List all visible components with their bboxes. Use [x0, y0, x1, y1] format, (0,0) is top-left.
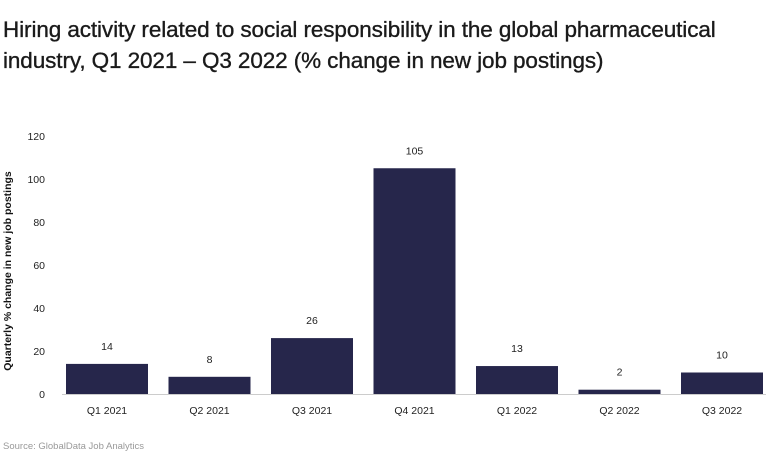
- bar: [578, 389, 661, 394]
- y-tick-label: 20: [33, 346, 45, 358]
- x-tick-label: Q4 2021: [394, 405, 434, 417]
- bar: [681, 372, 763, 394]
- data-label: 26: [306, 315, 318, 327]
- data-label: 8: [207, 354, 213, 366]
- y-tick-label: 60: [33, 260, 45, 272]
- x-tick-label: Q1 2021: [87, 405, 127, 417]
- y-tick-label: 80: [33, 217, 45, 229]
- chart-title: Hiring activity related to social respon…: [3, 17, 716, 73]
- y-tick-label: 0: [39, 389, 45, 401]
- y-tick-label: 40: [33, 303, 45, 315]
- bar: [168, 376, 251, 394]
- source-note: Source: GlobalData Job Analytics: [3, 441, 144, 452]
- bars: [66, 168, 763, 394]
- x-tick-label: Q2 2021: [189, 405, 229, 417]
- bar: [271, 338, 353, 394]
- x-axis-ticks: Q1 2021 Q2 2021 Q3 2021 Q4 2021 Q1 2022 Q2 20…: [87, 405, 742, 417]
- data-label: 2: [617, 367, 623, 379]
- data-label: 13: [511, 343, 523, 355]
- y-tick-label: 120: [27, 131, 45, 143]
- bar: [373, 168, 456, 394]
- y-axis-ticks: 0 20 40 60 80 100 120: [27, 131, 45, 401]
- data-label: 14: [101, 341, 113, 353]
- x-tick-label: Q3 2021: [292, 405, 332, 417]
- bar: [66, 363, 148, 394]
- y-tick-label: 100: [27, 174, 45, 186]
- data-labels: 14 8 26 105 13 2 10: [101, 145, 728, 378]
- data-label: 105: [406, 145, 424, 157]
- x-tick-label: Q1 2022: [497, 405, 537, 417]
- y-axis-label: Quarterly % change in new job postings: [2, 171, 14, 371]
- x-tick-label: Q3 2022: [702, 405, 742, 417]
- x-tick-label: Q2 2022: [599, 405, 639, 417]
- bar: [476, 366, 558, 394]
- data-label: 10: [716, 350, 728, 362]
